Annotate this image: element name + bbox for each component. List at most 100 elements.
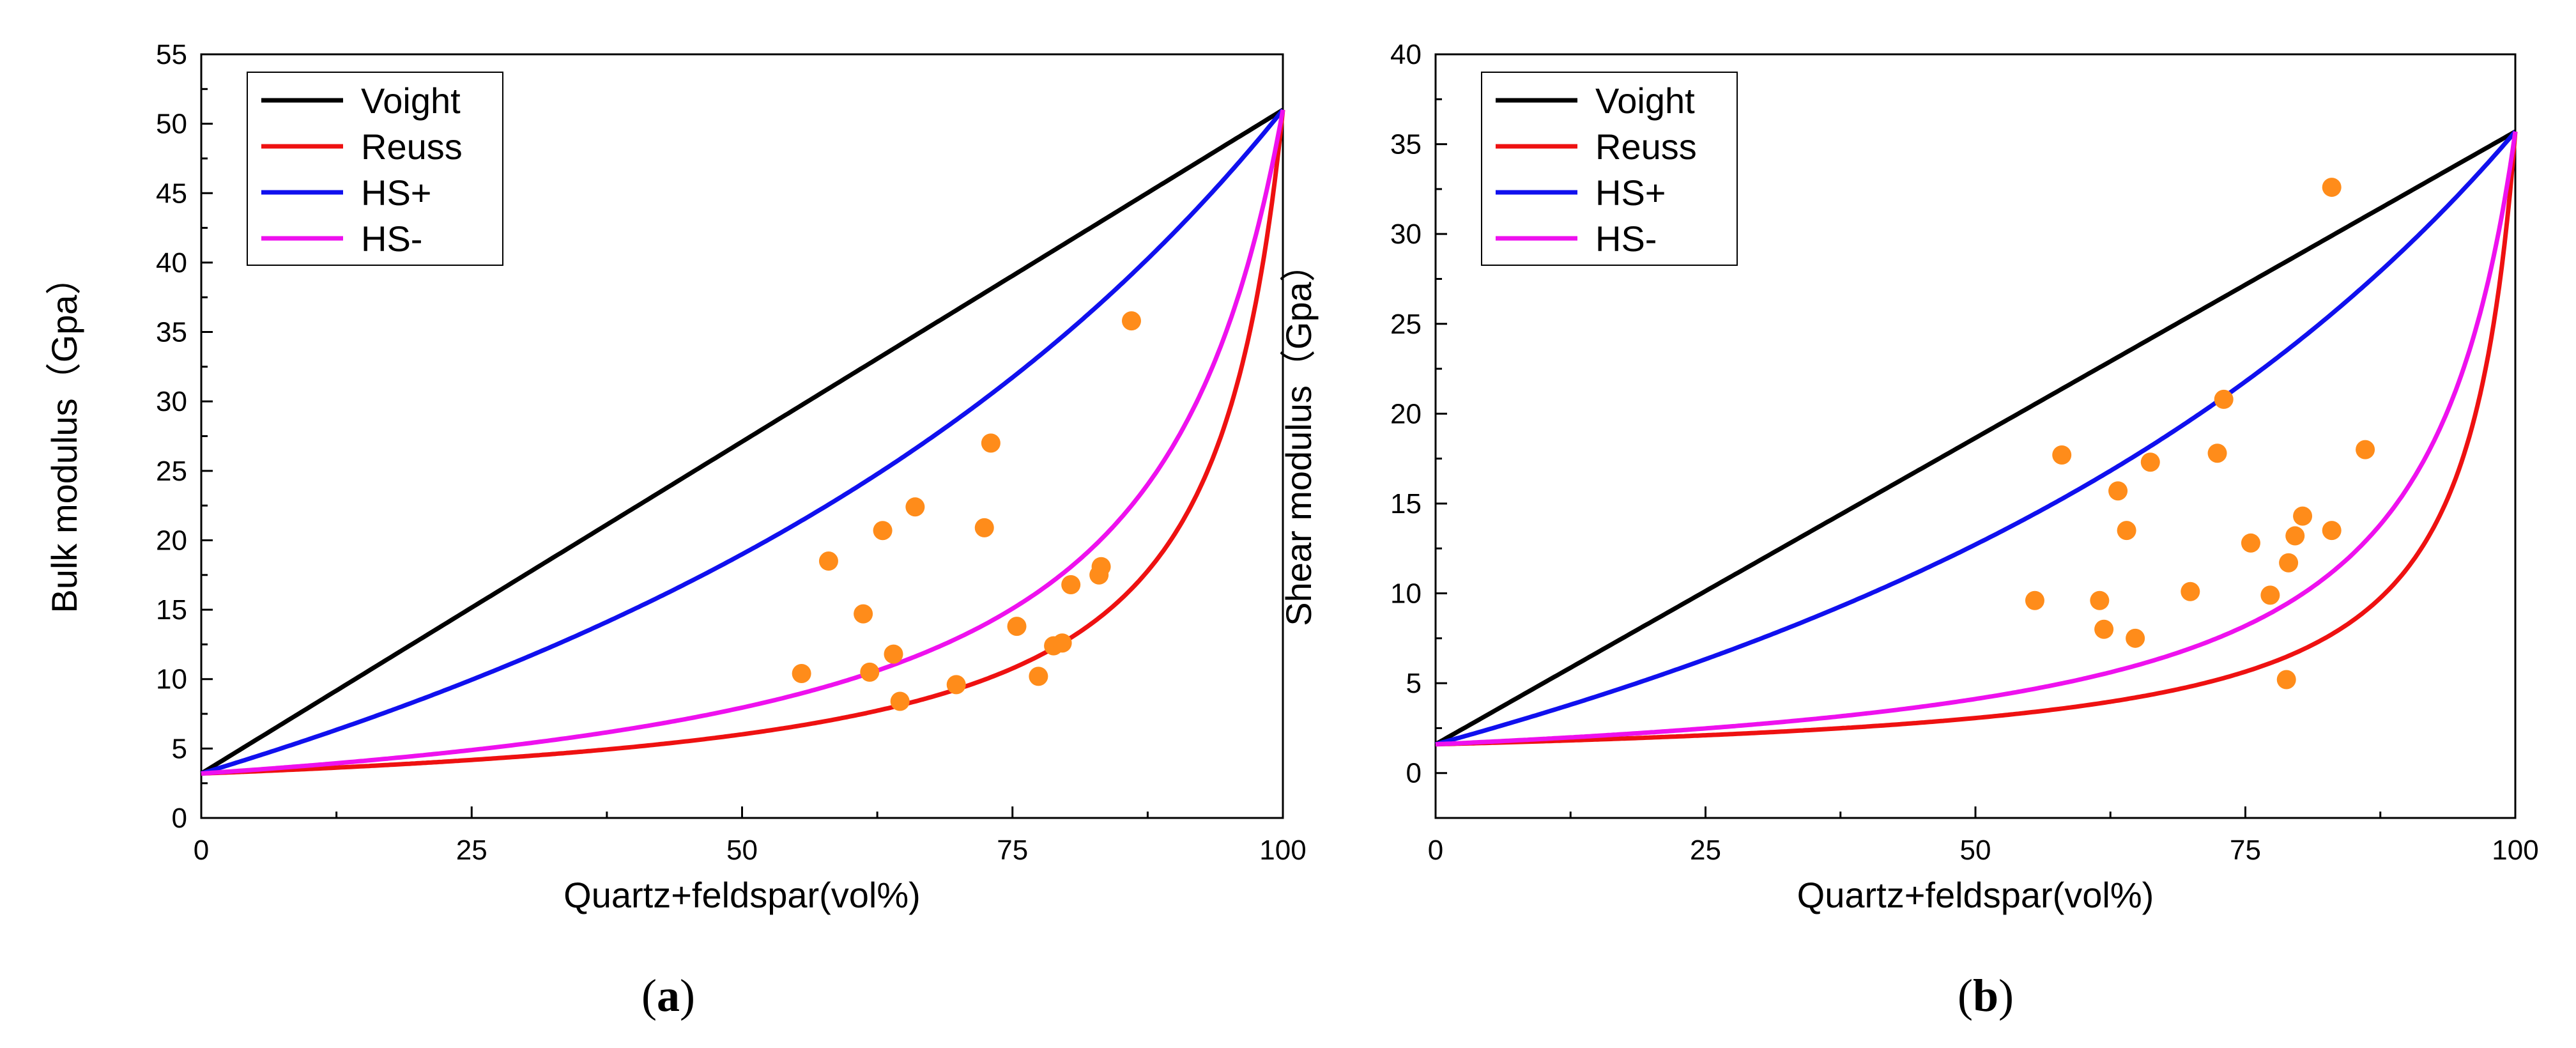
- panel-caption: (b): [1958, 970, 2014, 1021]
- data-point: [2322, 521, 2342, 541]
- data-point: [905, 497, 925, 517]
- y-tick-label: 10: [156, 664, 187, 695]
- y-tick-label: 35: [156, 317, 187, 348]
- y-tick-label: 30: [1390, 219, 1422, 250]
- data-point: [981, 433, 1000, 453]
- y-tick-label: 50: [156, 109, 187, 140]
- x-tick-label: 50: [1960, 835, 1991, 866]
- caption-open: (: [641, 970, 657, 1021]
- data-point: [2025, 590, 2044, 610]
- data-point: [1029, 667, 1048, 686]
- data-point: [2108, 481, 2128, 501]
- data-point: [2094, 619, 2114, 639]
- caption-close: ): [1998, 970, 2014, 1021]
- x-tick-label: 100: [1259, 835, 1306, 866]
- y-tick-label: 10: [1390, 578, 1422, 610]
- data-point: [2090, 590, 2110, 610]
- data-point: [2279, 553, 2299, 573]
- y-tick-label: 15: [1390, 488, 1422, 520]
- data-point: [974, 518, 994, 537]
- x-tick-label: 100: [2492, 835, 2538, 866]
- y-tick-label: 0: [1406, 758, 1422, 789]
- x-tick-label: 0: [194, 835, 209, 866]
- y-tick-label: 20: [1390, 398, 1422, 429]
- data-point: [2322, 178, 2342, 197]
- data-point: [2276, 670, 2296, 690]
- legend-label-hsplus: HS+: [361, 173, 432, 213]
- caption-close: ): [680, 970, 695, 1021]
- data-point: [2126, 628, 2145, 648]
- series-line-hsminus: [201, 109, 1285, 776]
- y-tick-label: 45: [156, 178, 187, 209]
- data-point: [1121, 311, 1141, 331]
- data-point: [890, 691, 910, 711]
- data-point: [2356, 440, 2375, 459]
- caption-letter: b: [1973, 970, 1998, 1021]
- data-point: [2052, 445, 2072, 465]
- legend-label-reuss: Reuss: [361, 127, 463, 167]
- series-line-voigt: [1434, 129, 2517, 746]
- data-point: [2285, 526, 2305, 546]
- y-axis-title: Bulk modulus（Gpa）: [44, 259, 84, 613]
- data-point: [2293, 506, 2313, 526]
- caption-letter: a: [657, 970, 680, 1021]
- series-line-hsminus: [1435, 131, 2518, 747]
- y-tick-label: 0: [172, 803, 187, 834]
- y-tick-label: 25: [1390, 309, 1422, 340]
- data-point: [818, 551, 838, 571]
- panel-caption: (a): [641, 970, 695, 1021]
- y-tick-label: 40: [156, 247, 187, 279]
- legend-label-hsplus: HS+: [1595, 173, 1666, 213]
- chart-panel-a: 0 25 50 75 100 0 5 10 15 20 25 30 35 40 45 50 55 Quartz+f…: [44, 39, 1307, 1021]
- legend: Voight Reuss HS+ HS-: [1481, 72, 1738, 266]
- data-point: [2140, 452, 2160, 472]
- data-point: [1007, 617, 1027, 636]
- series-line-hsplus: [1435, 130, 2517, 747]
- data-point: [2207, 443, 2227, 463]
- legend-frame: [1481, 72, 1738, 266]
- data-point: [792, 664, 811, 684]
- legend-frame: [247, 72, 503, 266]
- legend: Voight Reuss HS+ HS-: [247, 72, 503, 266]
- series-line-reuss: [1435, 131, 2518, 747]
- data-point: [2117, 521, 2136, 541]
- data-point: [1091, 557, 1111, 576]
- x-tick-label: 0: [1428, 835, 1443, 866]
- data-point: [1061, 574, 1081, 594]
- x-axis-title: Quartz+feldspar(vol%): [1797, 875, 2154, 915]
- y-tick-label: 25: [156, 456, 187, 487]
- data-point: [854, 604, 873, 624]
- data-point: [873, 521, 893, 541]
- x-axis-title: Quartz+feldspar(vol%): [564, 875, 921, 915]
- legend-label-voigt: Voight: [361, 81, 461, 121]
- data-point: [2260, 585, 2280, 605]
- legend-label-hsminus: HS-: [1595, 219, 1657, 259]
- legend-label-hsminus: HS-: [361, 219, 422, 259]
- x-tick-label: 25: [456, 835, 487, 866]
- legend-label-reuss: Reuss: [1595, 127, 1697, 167]
- series-line-reuss: [201, 109, 1285, 776]
- y-tick-label: 5: [1406, 668, 1422, 699]
- y-tick-label: 40: [1390, 39, 1422, 70]
- y-tick-label: 15: [156, 594, 187, 626]
- data-point: [1052, 633, 1072, 653]
- series-line-hsplus: [200, 108, 1285, 776]
- y-tick-label: 55: [156, 39, 187, 70]
- y-tick-label: 20: [156, 525, 187, 556]
- caption-open: (: [1958, 970, 1973, 1021]
- data-point: [2241, 533, 2260, 553]
- y-tick-label: 35: [1390, 129, 1422, 160]
- y-tick-label: 30: [156, 386, 187, 417]
- data-point: [2181, 582, 2200, 601]
- chart-panel-b: 0 25 50 75 100 0 5 10 15 20 25 30 35 40 Quartz+feldspa…: [1278, 39, 2539, 1021]
- y-tick-label: 5: [172, 733, 187, 764]
- series-line-voigt: [200, 107, 1284, 776]
- x-tick-label: 25: [1690, 835, 1721, 866]
- data-point: [946, 675, 966, 695]
- x-tick-label: 75: [2230, 835, 2261, 866]
- y-axis-title: Shear modulus（Gpa）: [1278, 246, 1319, 626]
- data-point: [884, 644, 903, 664]
- x-tick-label: 75: [997, 835, 1028, 866]
- data-point: [860, 662, 880, 682]
